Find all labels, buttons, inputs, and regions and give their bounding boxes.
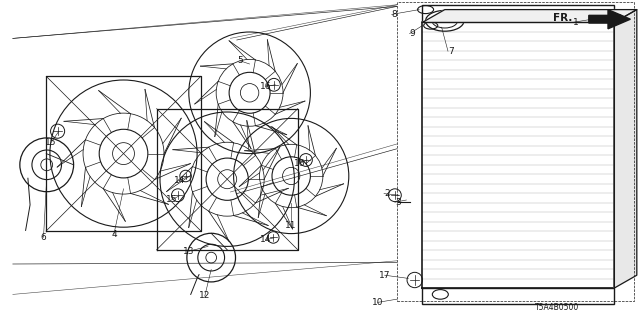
Text: 14: 14 xyxy=(173,176,185,185)
Text: 6: 6 xyxy=(41,233,46,242)
Text: 14: 14 xyxy=(260,236,271,244)
Text: 2: 2 xyxy=(384,189,390,198)
Text: 8: 8 xyxy=(392,10,397,19)
Text: 15: 15 xyxy=(166,196,177,204)
Text: 4: 4 xyxy=(111,230,116,239)
Text: 17: 17 xyxy=(379,271,390,280)
Bar xyxy=(422,5,614,22)
Text: 16: 16 xyxy=(294,159,305,168)
Text: T5A4B0500: T5A4B0500 xyxy=(534,303,579,312)
Polygon shape xyxy=(422,10,637,22)
Text: 10: 10 xyxy=(372,298,383,307)
Text: 5: 5 xyxy=(237,56,243,65)
Text: 15: 15 xyxy=(45,138,57,147)
Polygon shape xyxy=(614,10,637,288)
Text: 16: 16 xyxy=(260,82,271,91)
Text: 3: 3 xyxy=(395,198,401,207)
Text: 7: 7 xyxy=(448,47,454,56)
Text: 9: 9 xyxy=(410,29,415,38)
Bar xyxy=(422,288,614,304)
Text: 13: 13 xyxy=(183,247,195,256)
Text: 1: 1 xyxy=(573,18,579,27)
Polygon shape xyxy=(589,10,630,29)
Text: FR.: FR. xyxy=(554,12,573,23)
Text: 12: 12 xyxy=(199,292,211,300)
Text: 11: 11 xyxy=(285,221,297,230)
